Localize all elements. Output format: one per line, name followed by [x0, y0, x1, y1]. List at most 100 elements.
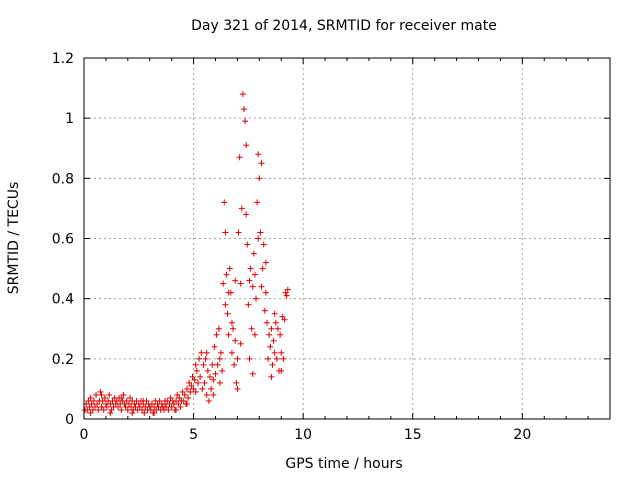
data-point	[88, 400, 95, 407]
data-point	[187, 388, 194, 395]
data-point	[249, 370, 256, 377]
y-tick-label: 0.8	[52, 171, 74, 187]
data-point	[279, 313, 286, 320]
data-point	[156, 397, 163, 404]
data-point	[265, 355, 272, 362]
data-point	[147, 406, 154, 413]
data-point	[99, 397, 106, 404]
data-point	[151, 409, 158, 416]
data-point	[270, 337, 277, 344]
data-point	[124, 406, 131, 413]
data-point	[281, 316, 288, 323]
data-point	[204, 367, 211, 374]
data-point	[173, 406, 180, 413]
data-point	[205, 397, 212, 404]
data-point	[176, 394, 183, 401]
data-point	[91, 403, 98, 410]
data-point	[249, 283, 256, 290]
data-point	[222, 301, 229, 308]
data-point	[251, 271, 258, 278]
data-point	[203, 391, 210, 398]
data-point	[234, 385, 241, 392]
data-point	[236, 154, 243, 161]
data-point	[223, 271, 230, 278]
data-point	[260, 241, 267, 248]
data-point	[136, 403, 143, 410]
data-point	[94, 400, 101, 407]
data-point	[197, 373, 204, 380]
data-point	[232, 277, 239, 284]
data-point	[222, 229, 229, 236]
data-point	[174, 391, 181, 398]
x-tick-label: 20	[513, 427, 531, 443]
y-tick-label: 0	[65, 412, 74, 428]
data-point	[267, 343, 274, 350]
plot-frame	[83, 57, 611, 420]
data-point	[269, 361, 276, 368]
data-point	[239, 91, 246, 98]
chart-title: Day 321 of 2014, SRMTID for receiver mat…	[191, 18, 497, 34]
data-points	[82, 91, 291, 416]
data-point	[175, 400, 182, 407]
data-point	[198, 349, 205, 356]
data-point	[189, 373, 196, 380]
data-point	[284, 286, 291, 293]
data-point	[220, 280, 227, 287]
x-tick-label: 0	[80, 427, 89, 443]
data-point	[194, 379, 201, 386]
data-point	[272, 319, 279, 326]
data-point	[122, 403, 129, 410]
data-point	[180, 397, 187, 404]
data-point	[139, 406, 146, 413]
data-point	[89, 406, 96, 413]
data-point	[224, 310, 231, 317]
data-point	[87, 394, 94, 401]
tick-labels: 0 5 10 15 20 0 0.2 0.4 0.6 0.8 1 1.2	[52, 51, 532, 443]
data-point	[262, 289, 269, 296]
y-tick-label: 1.2	[52, 51, 74, 67]
data-point	[101, 394, 108, 401]
data-point	[120, 391, 127, 398]
data-point	[255, 151, 262, 158]
data-point	[129, 409, 136, 416]
data-point	[123, 397, 130, 404]
data-point	[237, 280, 244, 287]
data-point	[258, 160, 265, 167]
data-point	[253, 295, 260, 302]
data-point	[113, 397, 120, 404]
data-point	[246, 277, 253, 284]
data-point	[225, 331, 232, 338]
data-point	[186, 379, 193, 386]
data-point	[216, 379, 223, 386]
data-point	[203, 349, 210, 356]
data-point	[86, 403, 93, 410]
data-point	[250, 250, 257, 257]
data-point	[179, 388, 186, 395]
data-point	[271, 349, 278, 356]
data-point	[216, 355, 223, 362]
y-tick-label: 0.2	[52, 352, 74, 368]
data-point	[264, 319, 271, 326]
data-point	[191, 376, 198, 383]
data-point	[199, 385, 206, 392]
data-point	[221, 199, 228, 206]
data-point	[217, 349, 224, 356]
data-point	[282, 289, 289, 296]
data-point	[259, 265, 266, 272]
data-point	[201, 379, 208, 386]
data-point	[107, 400, 114, 407]
data-point	[235, 229, 242, 236]
data-point	[87, 409, 94, 416]
data-point	[184, 400, 191, 407]
data-point	[243, 142, 250, 149]
data-point	[193, 367, 200, 374]
data-point	[215, 325, 222, 332]
data-point	[211, 343, 218, 350]
data-point	[238, 205, 245, 212]
data-point	[234, 355, 241, 362]
data-point	[230, 325, 237, 332]
data-point	[246, 355, 253, 362]
data-point	[226, 265, 233, 272]
data-point	[273, 355, 280, 362]
